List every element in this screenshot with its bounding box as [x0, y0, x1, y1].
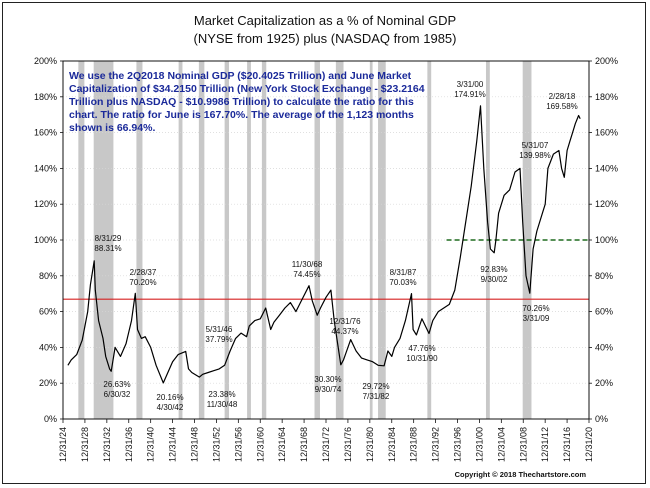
callout-date: 5/31/07: [522, 141, 549, 150]
callout-value: 92.83%: [480, 265, 507, 274]
y-tick-label: 160%: [34, 128, 57, 138]
x-tick-label: 12/31/40: [146, 427, 156, 462]
callout-date: 5/31/46: [206, 325, 233, 334]
callout-value: 47.76%: [408, 344, 435, 353]
x-tick-label: 12/31/04: [496, 427, 506, 462]
x-tick-label: 12/31/12: [540, 427, 550, 462]
x-tick-label: 12/31/64: [277, 427, 287, 462]
callout-value: 23.38%: [208, 390, 235, 399]
x-tick-label: 12/31/56: [233, 427, 243, 462]
x-tick-label: 12/31/32: [102, 427, 112, 462]
x-tick-label: 12/31/08: [518, 427, 528, 462]
y-tick-label-right: 180%: [595, 92, 618, 102]
callout-value: 88.31%: [94, 244, 121, 253]
x-tick-label: 12/31/16: [562, 427, 572, 462]
x-tick-label: 12/31/00: [474, 427, 484, 462]
x-tick-label: 12/31/28: [80, 427, 90, 462]
callout-value: 70.26%: [522, 304, 549, 313]
callout-date: 12/31/76: [329, 317, 361, 326]
y-tick-label-right: 200%: [595, 56, 618, 66]
callout-date: 4/30/42: [157, 403, 184, 412]
x-tick-label: 12/31/44: [168, 427, 178, 462]
y-tick-label-right: 120%: [595, 199, 618, 209]
x-tick-label: 12/31/88: [409, 427, 419, 462]
callout-value: 29.72%: [362, 382, 389, 391]
callout-date: 8/31/87: [390, 268, 417, 277]
x-tick-label: 12/31/84: [387, 427, 397, 462]
y-tick-label: 120%: [34, 199, 57, 209]
recession-band: [136, 61, 143, 419]
callout-date: 3/31/00: [457, 80, 484, 89]
x-tick-label: 12/31/60: [255, 427, 265, 462]
callout-date: 7/31/82: [363, 392, 390, 401]
x-tick-label: 12/31/24: [58, 427, 68, 462]
callout-value: 37.79%: [205, 335, 232, 344]
callout-value: 174.91%: [454, 90, 486, 99]
callout-date: 11/30/68: [292, 260, 323, 269]
recession-band: [369, 61, 373, 419]
x-tick-label: 12/31/76: [343, 427, 353, 462]
callout-date: 9/30/02: [481, 275, 508, 284]
y-tick-label: 180%: [34, 92, 57, 102]
callout-date: 9/30/74: [315, 385, 342, 394]
y-tick-label: 100%: [34, 235, 57, 245]
recession-band: [314, 61, 320, 419]
note-line: chart. The ratio for June is 167.70%. Th…: [69, 109, 414, 121]
callout-value: 26.63%: [103, 380, 130, 389]
callout-date: 2/28/18: [549, 92, 576, 101]
chart-subtitle: (NYSE from 1925) plus (NASDAQ from 1985): [194, 31, 457, 46]
x-tick-label: 12/31/48: [190, 427, 200, 462]
y-tick-label: 200%: [34, 56, 57, 66]
callout-date: 6/30/32: [104, 390, 131, 399]
x-tick-label: 12/31/20: [584, 427, 594, 462]
y-tick-label-right: 40%: [595, 342, 613, 352]
callout-value: 70.20%: [129, 278, 156, 287]
y-tick-label-right: 80%: [595, 271, 613, 281]
series-line: [67, 105, 581, 384]
callout-date: 10/31/90: [406, 354, 438, 363]
y-tick-label: 20%: [39, 378, 57, 388]
callout-date: 3/31/09: [523, 314, 550, 323]
y-tick-label-right: 20%: [595, 378, 613, 388]
y-tick-label-right: 140%: [595, 163, 618, 173]
x-tick-label: 12/31/52: [211, 427, 221, 462]
x-tick-label: 12/31/36: [124, 427, 134, 462]
x-tick-label: 12/31/72: [321, 427, 331, 462]
y-tick-label-right: 60%: [595, 307, 613, 317]
copyright-text: Copyright © 2018 Thechartstore.com: [455, 470, 587, 479]
callout-date: 11/30/48: [207, 400, 238, 409]
callout-date: 8/31/29: [95, 234, 122, 243]
market-cap-chart: 0% 0% 20% 20% 40% 40% 60% 60% 80% 80% 100% 100% 120%…: [34, 13, 618, 479]
y-tick-label: 0%: [44, 414, 57, 424]
recession-band: [93, 61, 114, 419]
y-tick-label-right: 100%: [595, 235, 618, 245]
callout-value: 70.03%: [389, 278, 416, 287]
y-tick-label-right: 0%: [595, 414, 608, 424]
note-line: Trillion plus NASDAQ - $10.9986 Trillion…: [69, 96, 414, 108]
chart-title: Market Capitalization as a % of Nominal …: [194, 13, 456, 28]
callout-date: 2/28/37: [130, 268, 157, 277]
y-tick-label: 80%: [39, 271, 57, 281]
callout-value: 169.58%: [546, 102, 578, 111]
y-tick-label-right: 160%: [595, 128, 618, 138]
callout-value: 20.16%: [156, 393, 183, 402]
note-line: We use the 2Q2018 Nominal GDP ($20.4025 …: [69, 70, 412, 82]
y-tick-label: 60%: [39, 307, 57, 317]
y-tick-label: 140%: [34, 163, 57, 173]
x-tick-label: 12/31/68: [299, 427, 309, 462]
note-line: Capitalization of $34.2150 Trillion (New…: [69, 83, 425, 95]
callout-value: 74.45%: [293, 270, 320, 279]
x-tick-label: 12/31/92: [431, 427, 441, 462]
callout-value: 30.30%: [314, 375, 341, 384]
callout-value: 139.98%: [519, 151, 551, 160]
y-tick-label: 40%: [39, 342, 57, 352]
chart-frame: 0% 0% 20% 20% 40% 40% 60% 60% 80% 80% 100% 100% 120%…: [2, 2, 646, 484]
callout-value: 44.37%: [331, 327, 358, 336]
recession-band: [224, 61, 230, 419]
note-line: shown is 66.94%.: [69, 122, 155, 134]
x-tick-label: 12/31/80: [365, 427, 375, 462]
x-tick-label: 12/31/96: [453, 427, 463, 462]
